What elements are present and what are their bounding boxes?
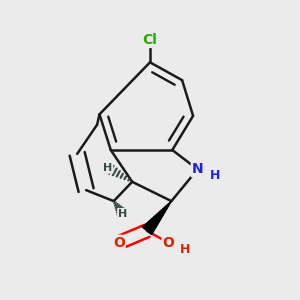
- Text: H: H: [180, 243, 190, 256]
- Polygon shape: [142, 201, 171, 235]
- Text: Cl: Cl: [142, 33, 158, 47]
- Text: H: H: [118, 209, 127, 219]
- Text: O: O: [163, 236, 174, 250]
- Text: O: O: [113, 236, 125, 250]
- Text: N: N: [192, 162, 203, 176]
- Text: H: H: [210, 169, 220, 182]
- Text: H: H: [103, 163, 112, 173]
